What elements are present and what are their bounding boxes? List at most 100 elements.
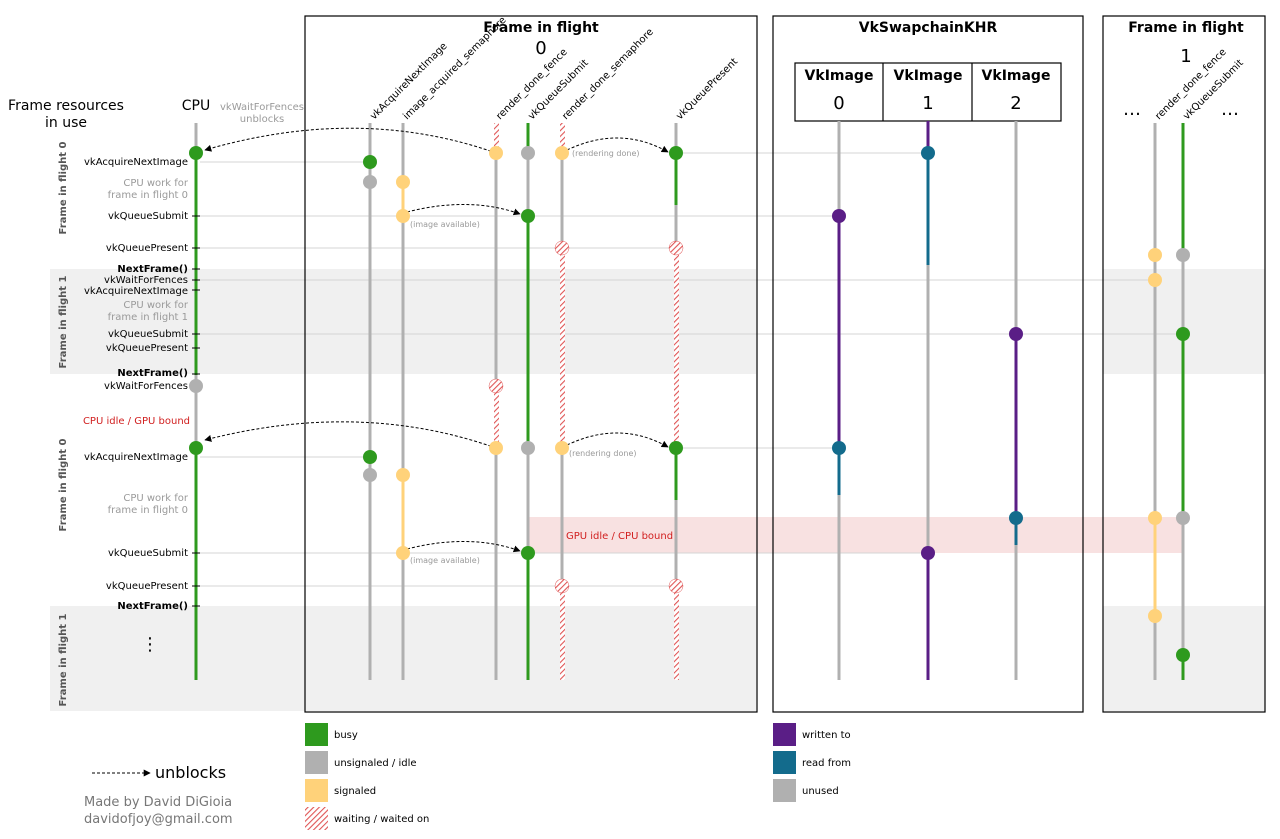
row-present-2: vkQueuePresent (106, 343, 188, 354)
vkimage-1-label: VkImage (894, 68, 963, 84)
row-acquire-2: vkAcquireNextImage (84, 286, 188, 297)
legend-swatch-busy (305, 723, 328, 746)
row-cpu-work-f1: CPU work for frame in flight 1 (108, 300, 189, 323)
dot-cpu-wait (189, 379, 203, 393)
frame1-ellipsis-right: … (1221, 99, 1239, 120)
resources-title-line1: Frame resources (8, 98, 124, 114)
wait-note-line2: unblocks (240, 114, 284, 125)
frame1-title: Frame in flight (1128, 20, 1244, 36)
row-acquire-3: vkAcquireNextImage (84, 452, 188, 463)
note-rendering-done-1: (rendering done) (572, 149, 640, 158)
row-nextframe-2: NextFrame() (117, 368, 188, 379)
unblock-arrows (204, 127, 669, 553)
dot-acquire-1 (363, 155, 377, 169)
cpu-label: CPU (182, 98, 210, 114)
row-cpu-idle: CPU idle / GPU bound (83, 416, 190, 427)
side-label-f1-b: Frame in flight 1 (58, 613, 69, 706)
frame1-ellipsis-left: … (1123, 99, 1141, 120)
wait-note: vkWaitForFences unblocks (220, 102, 304, 125)
legend-label-read: read from (802, 758, 851, 769)
row-cpu-work-f0-1: CPU work for frame in flight 0 (108, 178, 189, 201)
dot-vkimage2-write (1009, 327, 1023, 341)
vkimage-0-label: VkImage (805, 68, 874, 84)
row-submit-2: vkQueueSubmit (108, 329, 188, 340)
row-nextframe-1: NextFrame() (117, 264, 188, 275)
row-waitfences-1: vkWaitForFences (104, 275, 188, 286)
dot-cpu-acquire-2 (189, 441, 203, 455)
legend-unblocks: unblocks (155, 763, 226, 782)
dot-f1-fence-4 (1148, 609, 1162, 623)
dot-f1-submit-1 (1176, 327, 1190, 341)
arrow-sem-to-present-1 (566, 137, 669, 153)
resources-title-line2: in use (45, 115, 87, 131)
dot-acquire-idle-2 (363, 468, 377, 482)
dot-render-sem-wait-2 (554, 578, 570, 594)
timelines (194, 121, 1185, 680)
row-submit-1: vkQueueSubmit (108, 211, 188, 222)
row-present-1: vkQueuePresent (106, 243, 188, 254)
dot-f1-fence-3 (1148, 511, 1162, 525)
swapchain-title: VkSwapchainKHR (859, 20, 998, 36)
dot-present-2 (669, 441, 683, 455)
side-labels: Frame in flight 0 Frame in flight 1 Fram… (58, 141, 69, 706)
vkimage-0-index: 0 (833, 93, 844, 114)
render-sem-wait-1 (560, 248, 565, 448)
credit-line1: Made by David DiGioia (84, 795, 232, 810)
dot-vkimage0-read (832, 441, 846, 455)
note-image-available-1: (image available) (410, 220, 480, 229)
cpu-ticks (192, 215, 200, 607)
vkimage-2-index: 2 (1010, 93, 1021, 114)
dot-render-sem-2 (555, 441, 569, 455)
fence-wait-2 (494, 386, 499, 448)
legend-label-signaled: signaled (334, 786, 376, 797)
dot-submit-2 (521, 546, 535, 560)
note-image-available-2: (image available) (410, 556, 480, 565)
legend-label-unused: unused (802, 786, 839, 797)
panel-swapchain (772, 15, 1084, 713)
row-submit-3: vkQueueSubmit (108, 548, 188, 559)
dot-f1-submit-2 (1176, 648, 1190, 662)
dot-submit-idle-2 (521, 441, 535, 455)
row-cpu-work-f0-2: CPU work for frame in flight 0 (108, 493, 189, 516)
gpu-idle-band (528, 517, 1183, 553)
dot-f1-fence-1 (1148, 248, 1162, 262)
present-wait-1 (674, 248, 679, 448)
dot-submit-idle-1 (521, 146, 535, 160)
left-titles: Frame resources in use CPU vkWaitForFence… (8, 98, 304, 131)
panel-frame0 (304, 15, 758, 713)
resources-title: Frame resources in use (8, 98, 124, 131)
panel-frame1 (1102, 15, 1266, 713)
dot-image-sem-2b (396, 546, 410, 560)
dot-cpu-acquire-1 (189, 146, 203, 160)
dot-f1-fence-2 (1148, 273, 1162, 287)
panel-headers: Frame in flight 0 VkSwapchainKHR Frame i… (483, 20, 1244, 120)
col-vkqueuepresent: vkQueuePresent (674, 56, 740, 122)
dot-image-sem-1b (396, 209, 410, 223)
side-label-f0-a: Frame in flight 0 (58, 141, 69, 234)
row-waitfences-2: vkWaitForFences (104, 381, 188, 392)
credit-line2: davidofjoy@gmail.com (84, 812, 233, 827)
row-nextframe-3: NextFrame() (117, 601, 188, 612)
dot-present-wait-2 (668, 578, 684, 594)
arrow-sem-to-present-2 (566, 432, 669, 448)
dot-f1-submit-idle-1 (1176, 248, 1190, 262)
dot-present-1 (669, 146, 683, 160)
legend-swatch-written (773, 723, 796, 746)
row-lines (200, 152, 1183, 587)
dot-fence-1 (489, 146, 503, 160)
dot-fence-wait (488, 378, 504, 394)
dot-image-sem-1 (396, 175, 410, 189)
dot-vkimage0-write (832, 209, 846, 223)
legend: unblocks Made by David DiGioia davidofjo… (84, 723, 851, 830)
event-dots (189, 146, 1190, 662)
frame0-title: Frame in flight (483, 20, 599, 36)
dot-image-sem-2 (396, 468, 410, 482)
diagram-notes: (rendering done) (image available) (rend… (410, 149, 673, 565)
fence-wait-1 (494, 123, 499, 153)
arrow-image-to-submit-1 (406, 203, 521, 216)
col-vkqueuesubmit: vkQueueSubmit (526, 58, 590, 122)
legend-swatch-waiting (305, 807, 328, 830)
dot-present-wait-1 (668, 240, 684, 256)
dot-render-sem-1 (555, 146, 569, 160)
